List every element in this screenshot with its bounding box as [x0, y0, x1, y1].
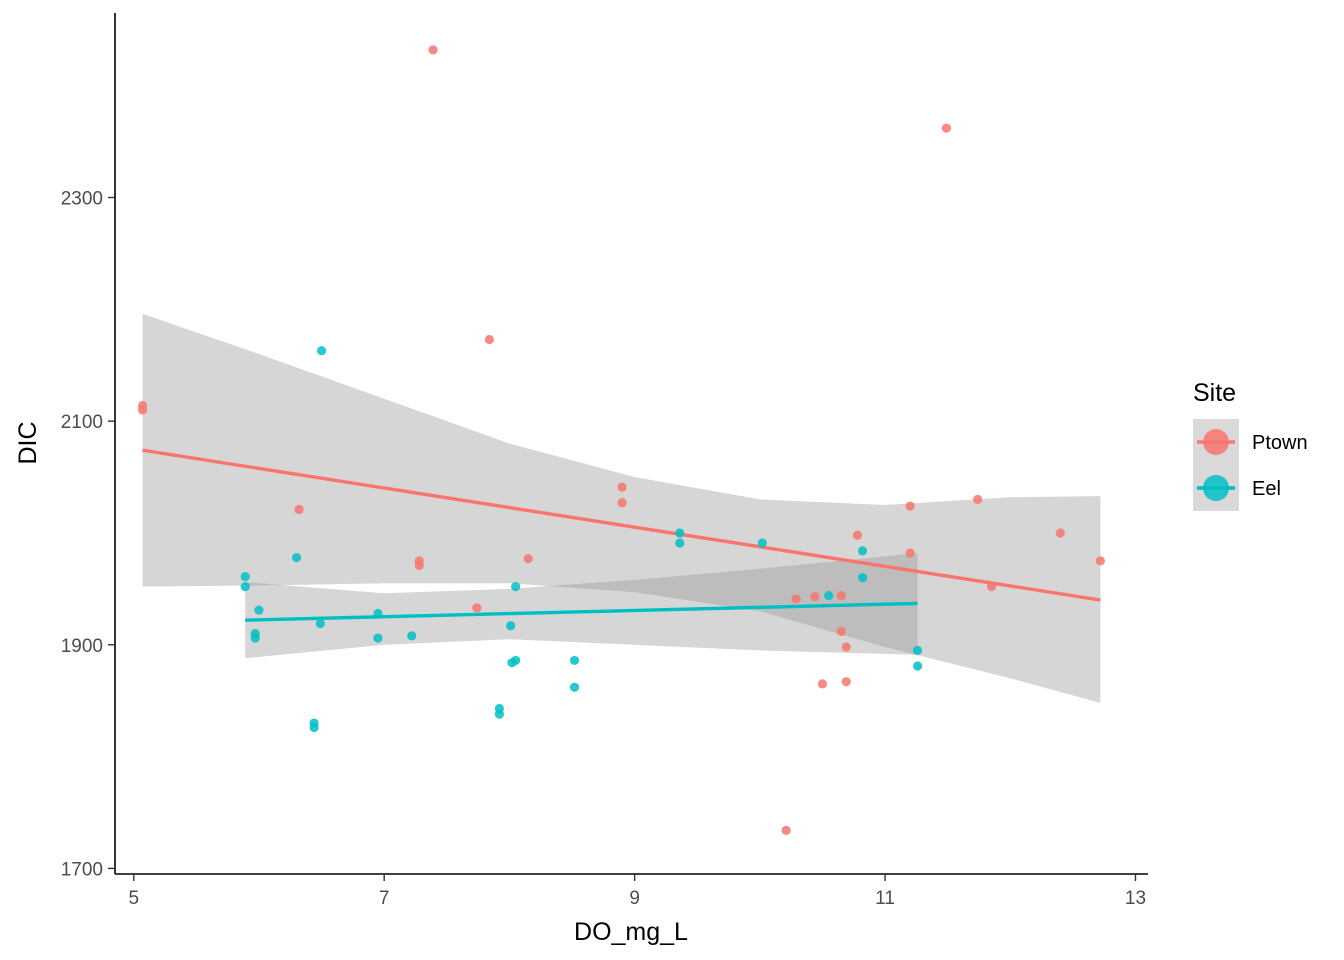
x-tick-label: 13 — [1125, 888, 1146, 909]
ptown-data-point — [472, 603, 482, 613]
eel-data-point — [407, 631, 417, 641]
ptown-data-point — [973, 494, 983, 505]
ptown-data-point — [294, 504, 304, 515]
eel-data-point — [913, 661, 923, 671]
ptown-data-point — [841, 642, 851, 652]
legend-keys: Ptown Eel — [1193, 419, 1308, 511]
ptown-data-point — [905, 501, 915, 511]
eel-legend-key-point — [1203, 475, 1229, 501]
eel-data-point — [315, 618, 325, 629]
eel-data-point — [373, 608, 383, 619]
eel-data-point — [824, 590, 834, 601]
ptown-data-point — [484, 334, 494, 345]
ptown-data-point — [852, 530, 863, 540]
y-tick-label: 1900 — [61, 636, 103, 657]
y-tick-label: 1700 — [61, 859, 103, 880]
eel-legend-label: Eel — [1252, 478, 1281, 500]
ptown-data-point — [941, 123, 952, 133]
ptown-data-point — [137, 405, 148, 415]
x-tick-label: 11 — [875, 888, 895, 909]
x-axis-title: DO_mg_L — [574, 918, 688, 946]
ptown-data-point — [905, 548, 915, 558]
confidence-bands — [142, 313, 1101, 703]
eel-data-point — [857, 546, 868, 556]
ptown-data-point — [836, 626, 846, 636]
regression-lines — [142, 448, 1101, 622]
x-tick-label: 7 — [379, 888, 390, 909]
ptown-data-point — [523, 554, 533, 564]
eel-data-point — [317, 346, 327, 356]
eel-data-point — [240, 571, 250, 582]
x-tick-label: 5 — [128, 888, 139, 909]
eel-data-point — [757, 538, 767, 548]
x-axis-ticks: 5 7 9 11 13 — [128, 874, 1146, 909]
legend: Site Ptown Eel — [1193, 379, 1308, 511]
ptown-data-point — [428, 45, 438, 55]
y-axis-ticks: 1700 1900 2100 2300 — [61, 189, 115, 880]
ptown-data-point — [414, 560, 424, 570]
ptown-data-point — [617, 482, 627, 492]
x-tick-label: 9 — [629, 888, 640, 909]
eel-data-point — [569, 655, 580, 666]
eel-data-point — [511, 582, 521, 592]
eel-data-point — [569, 682, 580, 692]
eel-data-point — [857, 573, 868, 583]
ptown-data-point — [836, 590, 846, 601]
ptown-data-point — [817, 679, 828, 689]
eel-data-point — [254, 605, 264, 615]
ptown-data-point — [986, 582, 997, 592]
y-tick-label: 2300 — [61, 189, 103, 210]
eel-data-point — [240, 582, 250, 592]
data-points — [137, 45, 1106, 835]
y-tick-label: 2100 — [61, 412, 103, 433]
ptown-data-point — [841, 677, 851, 687]
eel-data-point — [373, 633, 383, 643]
eel-data-point — [309, 722, 319, 733]
eel-data-point — [913, 645, 923, 655]
eel-data-point — [250, 633, 260, 643]
eel-data-point — [494, 709, 505, 719]
legend-title: Site — [1193, 379, 1236, 407]
ptown-data-point — [810, 592, 820, 602]
ptown-data-point — [791, 594, 801, 604]
ptown-regression-line — [142, 448, 1101, 602]
ptown-data-point — [781, 825, 791, 835]
ptown-legend-key-point — [1203, 429, 1229, 455]
eel-data-point — [511, 655, 521, 666]
ptown-legend-label: Ptown — [1252, 432, 1308, 454]
ptown-data-point — [617, 498, 627, 508]
eel-data-point — [291, 552, 302, 563]
y-axis-title: DIC — [14, 421, 42, 464]
ptown-data-point — [1055, 528, 1065, 538]
ptown-data-point — [1095, 556, 1106, 566]
eel-data-point — [675, 538, 685, 548]
eel-regression-line — [245, 601, 918, 622]
eel-data-point — [506, 621, 516, 631]
eel-data-point — [675, 528, 685, 538]
